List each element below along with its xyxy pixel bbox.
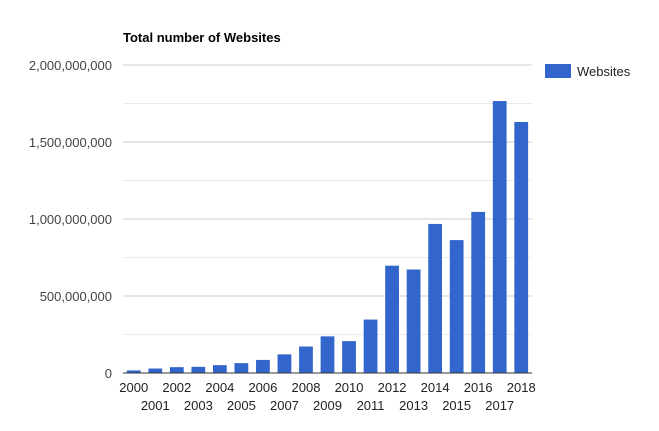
y-axis-tick-labels: 0 500,000,000 1,000,000,000 1,500,000,000 2,… (29, 58, 112, 381)
x-tick-label: 2007 (270, 398, 299, 413)
x-tick-label: 2004 (205, 380, 234, 395)
x-tick-label: 2018 (507, 380, 536, 395)
x-tick-label: 2011 (357, 398, 385, 413)
x-tick-label: 2006 (248, 380, 277, 395)
x-tick-label: 2009 (313, 398, 342, 413)
x-tick-label: 2001 (141, 398, 170, 413)
x-tick-label: 2003 (184, 398, 213, 413)
bar-2006 (256, 359, 270, 373)
x-tick-label: 2013 (399, 398, 428, 413)
legend-swatch (545, 64, 571, 78)
bar-2001 (148, 368, 163, 373)
x-tick-label: 2016 (464, 380, 493, 395)
y-tick-label: 1,000,000,000 (29, 212, 112, 227)
bar-2018 (514, 121, 529, 373)
legend: Websites (545, 64, 631, 79)
bar-2010 (342, 341, 356, 373)
bar-2002 (169, 367, 184, 373)
bar-2007 (277, 354, 292, 373)
x-tick-label: 2012 (378, 380, 407, 395)
x-tick-label: 2010 (335, 380, 364, 395)
bar-2005 (234, 363, 249, 373)
x-tick-label: 2017 (485, 398, 514, 413)
y-tick-label: 2,000,000,000 (29, 58, 112, 73)
bar-2008 (299, 346, 313, 373)
bars (123, 101, 532, 374)
x-tick-label: 2008 (292, 380, 321, 395)
gridlines (123, 64, 532, 335)
bar-2017 (492, 101, 507, 373)
x-tick-label: 2002 (162, 380, 191, 395)
y-tick-label: 500,000,000 (40, 289, 112, 304)
x-tick-label: 2015 (442, 398, 471, 413)
x-axis-tick-labels: 2000 2001 2002 2003 2004 2005 2006 2007 2008 2009… (119, 380, 535, 413)
bar-2013 (406, 269, 421, 373)
bar-2009 (320, 336, 335, 373)
bar-2015 (449, 240, 464, 373)
y-tick-label: 1,500,000,000 (29, 135, 112, 150)
bar-2014 (428, 223, 443, 373)
x-tick-label: 2014 (421, 380, 450, 395)
bar-2011 (363, 319, 378, 373)
bar-2016 (471, 211, 486, 373)
chart-title: Total number of Websites (123, 30, 281, 45)
bar-2003 (191, 366, 206, 373)
bar-2000 (126, 370, 141, 373)
y-tick-label: 0 (105, 366, 112, 381)
x-tick-label: 2005 (227, 398, 256, 413)
bar-2004 (212, 365, 227, 373)
x-tick-label: 2000 (119, 380, 148, 395)
legend-label: Websites (577, 64, 631, 79)
bar-2012 (385, 265, 399, 373)
